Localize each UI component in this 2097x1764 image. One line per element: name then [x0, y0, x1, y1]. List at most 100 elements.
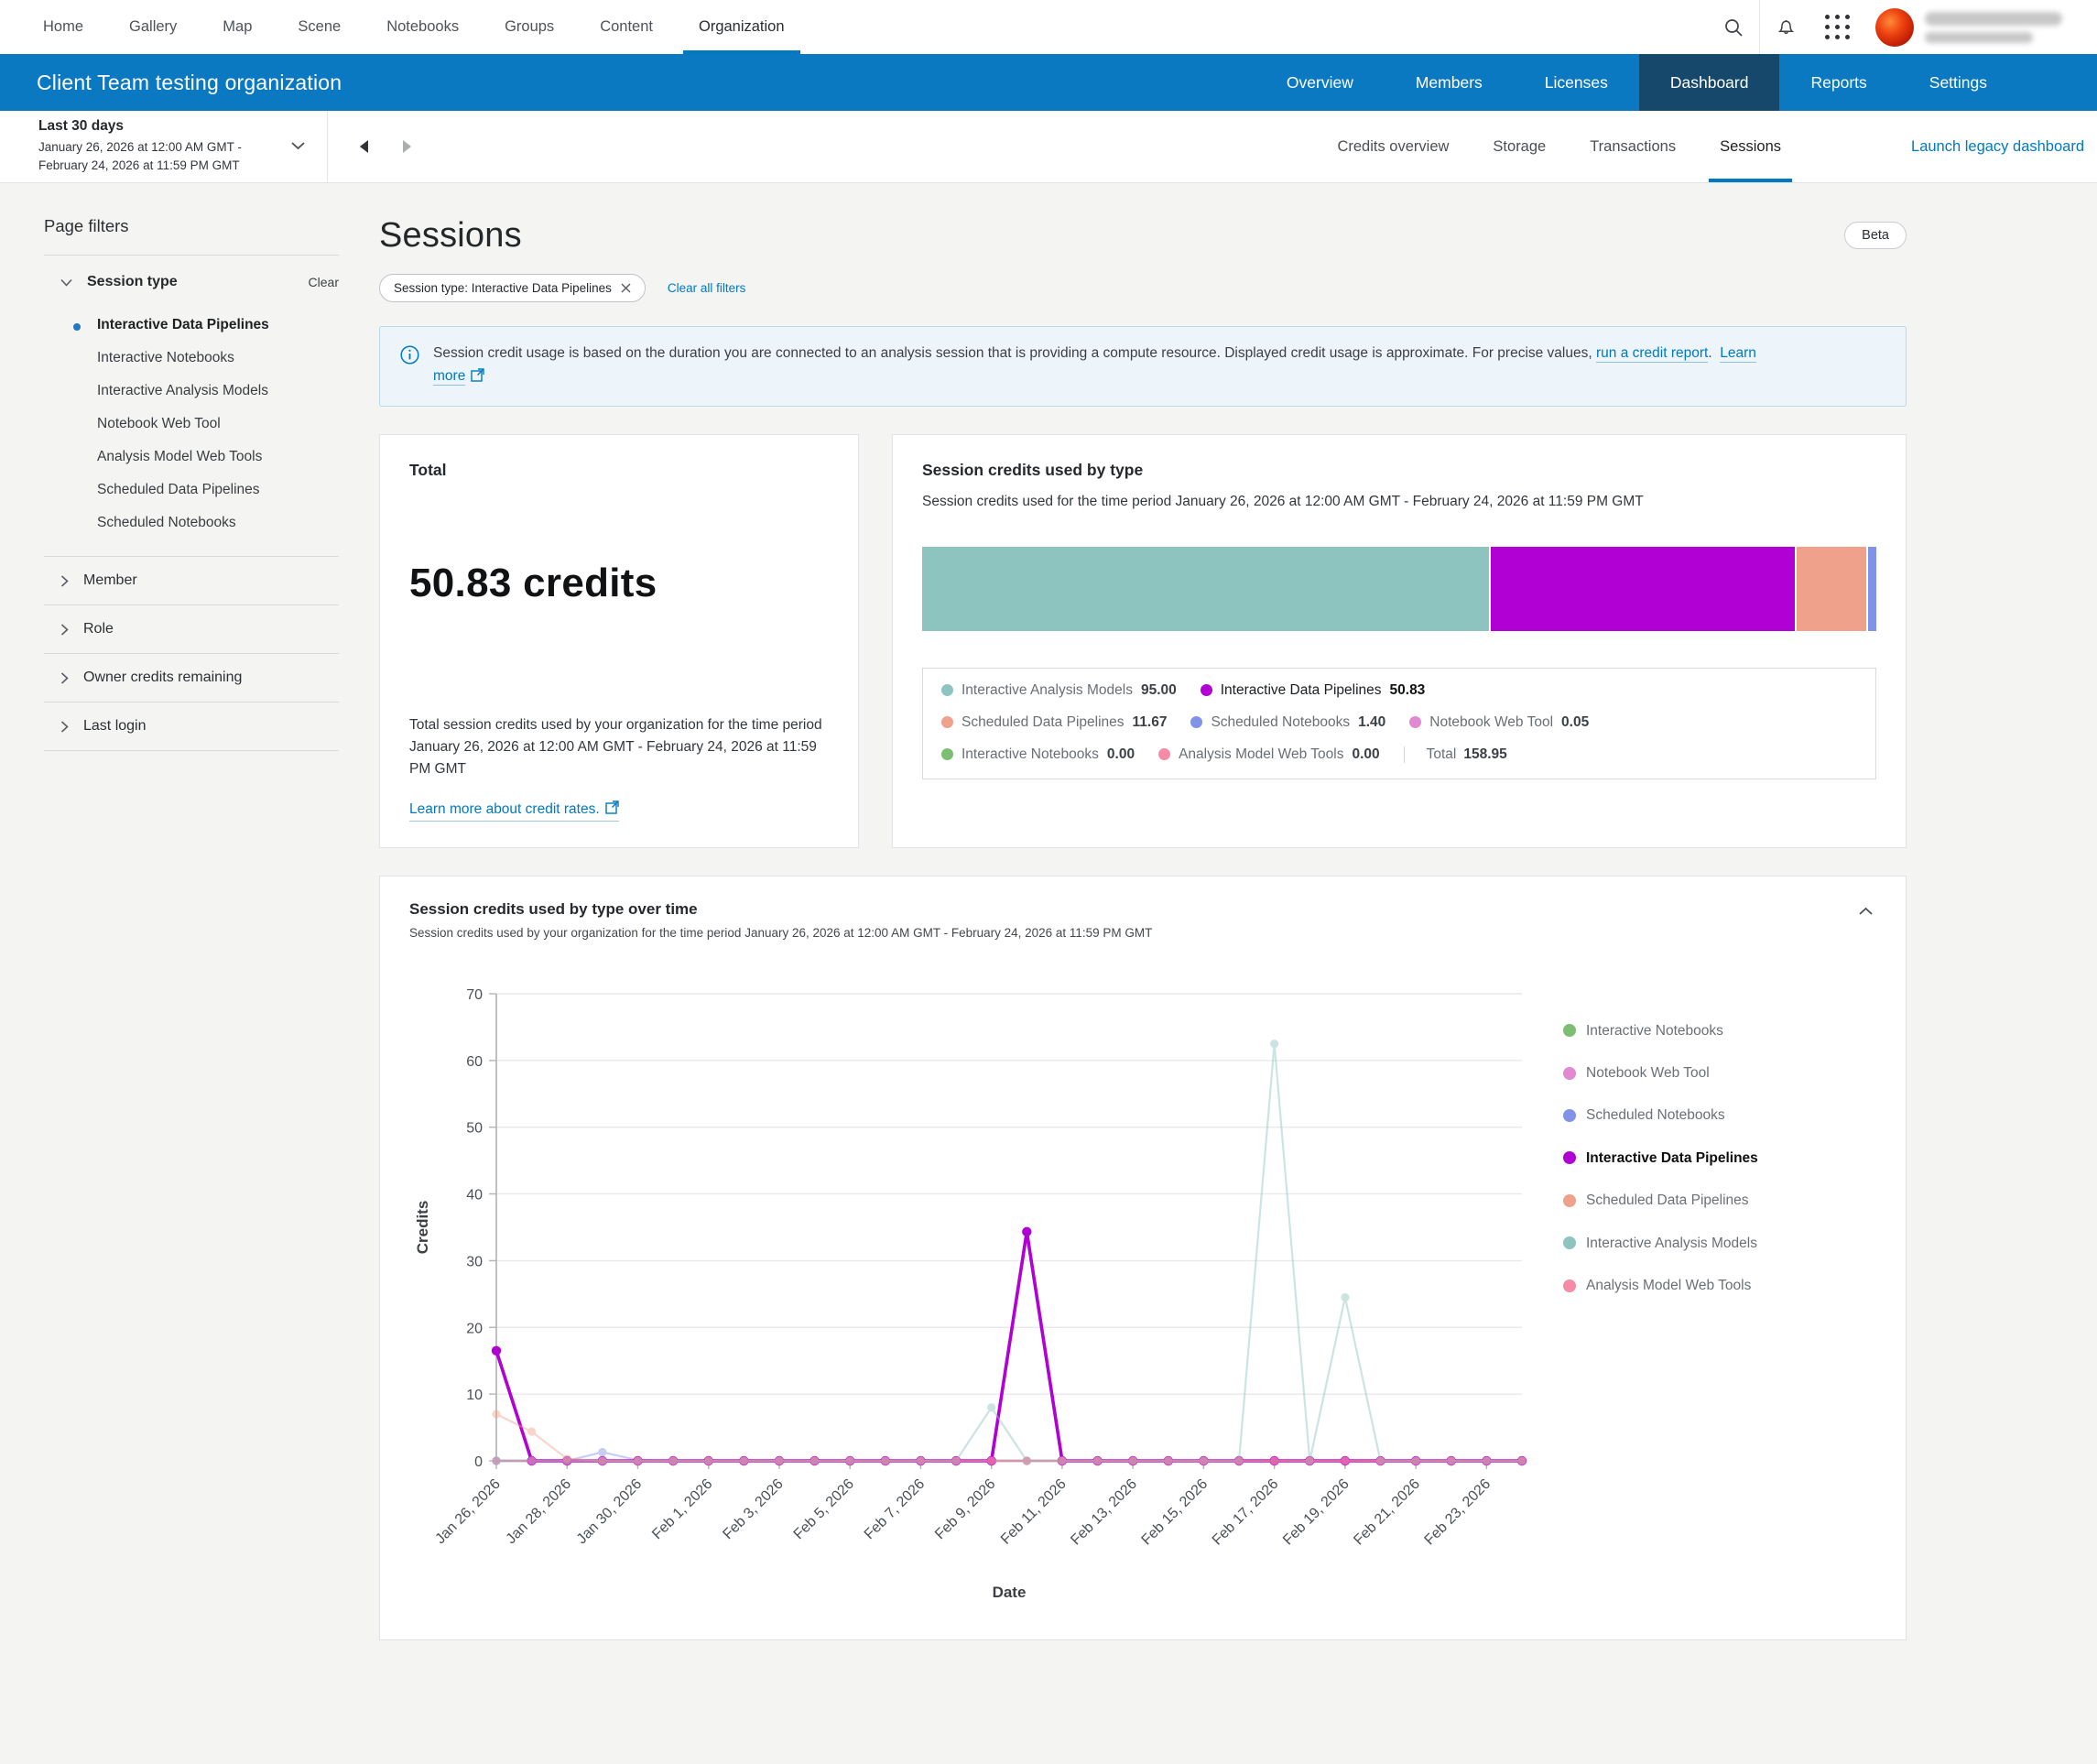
filter-section-owner-credits-remaining[interactable]: Owner credits remaining [44, 653, 339, 702]
credits-by-type-card: Session credits used by type Session cre… [892, 433, 1907, 848]
session-type-option-notebook-web-tool[interactable]: Notebook Web Tool [97, 416, 221, 431]
top-nav-right [1708, 0, 2079, 54]
user-display-name-blurred [1925, 11, 2062, 26]
stacked-bar-chart [922, 546, 1876, 631]
x-tick-label: Feb 17, 2026 [1210, 1475, 1282, 1548]
data-point [1022, 1456, 1031, 1465]
launch-legacy-dashboard-link[interactable]: Launch legacy dashboard [1911, 137, 2084, 155]
session-type-filter-chip[interactable]: Session type: Interactive Data Pipelines [379, 274, 646, 302]
orgtab-settings[interactable]: Settings [1929, 72, 1987, 92]
session-type-option-interactive-notebooks[interactable]: Interactive Notebooks [97, 350, 234, 365]
topnav-item-map[interactable]: Map [223, 18, 253, 35]
data-point [881, 1456, 890, 1465]
data-point [845, 1456, 854, 1465]
data-point [1022, 1456, 1031, 1465]
x-tick-label: Feb 21, 2026 [1351, 1475, 1423, 1548]
orgtab-licenses[interactable]: Licenses [1544, 72, 1608, 92]
topnav-item-notebooks[interactable]: Notebooks [386, 18, 460, 35]
bar-segment-scheduled-notebooks [1867, 546, 1876, 631]
data-point [1128, 1456, 1137, 1465]
date-range-selector[interactable]: Last 30 days January 26, 2026 at 12:00 A… [0, 111, 327, 182]
filter-section-member[interactable]: Member [44, 556, 339, 604]
subtab-sessions[interactable]: Sessions [1698, 111, 1803, 182]
session-type-option-analysis-model-web-tools[interactable]: Analysis Model Web Tools [97, 449, 263, 464]
data-point [598, 1447, 607, 1456]
chart-card-header: Session credits used by type over time S… [409, 900, 1876, 940]
session-type-option-interactive-analysis-models[interactable]: Interactive Analysis Models [97, 383, 268, 398]
chevron-right-icon [60, 574, 69, 587]
collapse-chart-button[interactable] [1855, 900, 1876, 924]
data-point [1234, 1456, 1244, 1465]
legend-total: Total 158.95 [1403, 746, 1507, 763]
legend-dot [1190, 716, 1203, 729]
app-launcher-button[interactable] [1811, 0, 1863, 54]
data-point [598, 1456, 607, 1465]
clear-session-type-link[interactable]: Clear [308, 275, 339, 289]
notifications-button[interactable] [1760, 0, 1811, 54]
y-tick-label: 60 [466, 1053, 483, 1069]
credit-rates-link-label: Learn more about credit rates. [409, 800, 600, 817]
learn-more-link[interactable]: Learn more [433, 345, 1756, 386]
page-header: Sessions Beta [379, 216, 1907, 256]
run-credit-report-link[interactable]: run a credit report [1595, 345, 1709, 363]
legend-item-value: 0.00 [1352, 746, 1380, 762]
session-type-option-scheduled-notebooks[interactable]: Scheduled Notebooks [97, 515, 236, 530]
data-point [1341, 1456, 1350, 1465]
legend-item-value: 95.00 [1140, 681, 1177, 698]
topnav-item-gallery[interactable]: Gallery [129, 18, 178, 35]
data-point [597, 1455, 608, 1465]
data-point [1270, 1456, 1279, 1465]
filter-section-label: Role [83, 621, 114, 637]
orgtab-dashboard[interactable]: Dashboard [1638, 54, 1780, 111]
subtab-transactions[interactable]: Transactions [1590, 137, 1677, 155]
external-link-icon [604, 800, 619, 819]
data-point [987, 1456, 996, 1465]
session-type-option-scheduled-data-pipelines[interactable]: Scheduled Data Pipelines [97, 482, 260, 497]
chart-legend-item-interactive-notebooks: Interactive Notebooks [1563, 1022, 1829, 1040]
date-range-value: January 26, 2026 at 12:00 AM GMT - Febru… [38, 140, 242, 172]
data-point [562, 1456, 571, 1465]
legend-total-value: 158.95 [1463, 746, 1507, 762]
orgtab-overview[interactable]: Overview [1286, 72, 1353, 92]
data-point [1164, 1456, 1173, 1465]
total-credits-value: 50.83 credits [409, 560, 657, 605]
data-point [1058, 1456, 1067, 1465]
topnav-item-home[interactable]: Home [43, 18, 84, 35]
remove-filter-icon[interactable] [621, 283, 631, 293]
previous-period-button[interactable] [353, 136, 374, 157]
filter-section-last-login[interactable]: Last login [44, 702, 339, 751]
search-button[interactable] [1708, 0, 1759, 54]
data-point [668, 1456, 678, 1465]
orgtab-members[interactable]: Members [1415, 72, 1483, 92]
data-point [527, 1456, 537, 1465]
legend-dot [1200, 684, 1212, 697]
data-point [951, 1456, 961, 1465]
user-avatar[interactable] [1875, 7, 1914, 47]
legend-dot [1409, 716, 1422, 729]
next-period-button[interactable] [397, 136, 418, 157]
legend-item-label: Interactive Data Pipelines [1220, 681, 1382, 698]
session-type-option-interactive-data-pipelines[interactable]: Interactive Data Pipelines [44, 309, 339, 342]
filter-section-role[interactable]: Role [44, 604, 339, 653]
data-point [668, 1455, 679, 1465]
orgtab-reports[interactable]: Reports [1810, 72, 1867, 92]
data-point [1447, 1456, 1456, 1465]
subtab-credits-overview[interactable]: Credits overview [1337, 137, 1450, 155]
subtab-storage[interactable]: Storage [1493, 137, 1547, 155]
topnav-item-organization[interactable]: Organization [676, 0, 808, 54]
clear-all-filters-link[interactable]: Clear all filters [667, 281, 746, 295]
learn-more-credit-rates-link[interactable]: Learn more about credit rates. [409, 800, 619, 822]
data-point [492, 1410, 501, 1419]
filter-section-session-type[interactable]: Session type Clear [44, 256, 339, 296]
filter-section-label: Session type [87, 274, 178, 289]
chevron-down-icon [291, 138, 305, 155]
topnav-item-groups[interactable]: Groups [505, 18, 555, 35]
data-point [1058, 1456, 1067, 1465]
topnav-item-scene[interactable]: Scene [298, 18, 342, 35]
data-point [1022, 1456, 1031, 1465]
y-tick-label: 20 [466, 1321, 483, 1336]
topnav-item-content[interactable]: Content [600, 18, 653, 35]
chevron-right-icon [60, 720, 69, 733]
series-line [494, 1231, 1522, 1463]
data-point [881, 1456, 890, 1465]
